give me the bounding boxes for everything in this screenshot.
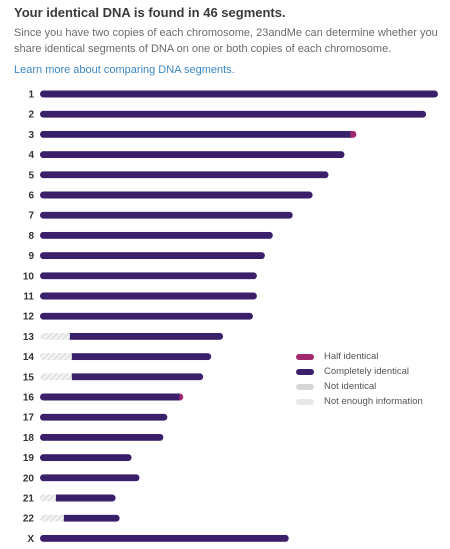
chromosome-label: 11 (23, 292, 34, 303)
segment-completely-identical[interactable] (40, 231, 273, 239)
chromosome-row-16: 16 (23, 393, 184, 404)
legend-label: Not identical (324, 381, 377, 392)
learn-more-link[interactable]: Learn more about comparing DNA segments. (14, 64, 235, 76)
chromosome-row-14: 14 (23, 352, 212, 363)
legend-swatch-not-enough-information (296, 398, 314, 405)
chromosome-label: 10 (23, 271, 35, 282)
segment-not-enough-information[interactable] (40, 353, 73, 361)
segment-completely-identical[interactable] (40, 454, 132, 462)
chromosome-row-20: 20 (23, 473, 140, 484)
chromosome-label: 3 (28, 130, 34, 141)
segment-completely-identical[interactable] (40, 252, 265, 260)
segment-completely-identical[interactable] (63, 514, 120, 522)
segment-completely-identical[interactable] (40, 110, 427, 118)
chromosome-label: 15 (23, 372, 35, 383)
segment-completely-identical[interactable] (40, 534, 289, 542)
chromosome-label: 6 (28, 191, 34, 202)
chromosome-row-9: 9 (28, 251, 265, 262)
chromosome-label: 13 (23, 332, 35, 343)
segment-completely-identical[interactable] (40, 292, 257, 300)
legend-item-completely-identical: Completely identical (296, 364, 423, 379)
legend-label: Completely identical (324, 366, 410, 377)
chromosome-row-11: 11 (23, 292, 257, 303)
chromosome-label: 5 (28, 170, 34, 181)
chromosome-label: 8 (28, 231, 34, 242)
chromosome-label: 4 (28, 150, 34, 161)
chromosome-row-15: 15 (23, 372, 204, 383)
chromosome-row-13: 13 (23, 332, 224, 343)
chromosome-row-3: 3 (28, 130, 357, 141)
segment-not-enough-information[interactable] (40, 373, 73, 381)
page-title: Your identical DNA is found in 46 segmen… (14, 5, 286, 20)
segment-completely-identical[interactable] (40, 433, 164, 441)
segment-completely-identical[interactable] (71, 373, 204, 381)
chromosome-label: 16 (23, 393, 35, 404)
chromosome-row-7: 7 (28, 211, 293, 222)
chromosome-label: X (27, 534, 34, 545)
segment-completely-identical[interactable] (40, 474, 140, 482)
chromosome-label: 7 (28, 211, 34, 222)
chromosome-row-12: 12 (23, 312, 253, 323)
chromosome-label: 9 (28, 251, 34, 262)
legend-swatch-not-identical (296, 383, 314, 390)
chromosome-row-4: 4 (28, 150, 345, 161)
legend-label: Not enough information (324, 396, 423, 407)
chromosome-row-18: 18 (23, 433, 164, 444)
segment-completely-identical[interactable] (40, 393, 180, 401)
legend-item-not-identical: Not identical (296, 379, 423, 394)
chromosome-row-22: 22 (23, 514, 120, 525)
chromosome-label: 21 (23, 494, 35, 505)
chromosome-row-21: 21 (23, 494, 116, 505)
chromosome-row-10: 10 (23, 271, 257, 282)
legend: Half identical Completely identical Not … (296, 349, 423, 409)
chromosome-row-2: 2 (28, 110, 427, 121)
segment-half-identical[interactable] (179, 393, 184, 401)
chromosome-label: 12 (23, 312, 35, 323)
legend-item-not-enough-information: Not enough information (296, 394, 423, 409)
segment-completely-identical[interactable] (40, 211, 293, 219)
segment-half-identical[interactable] (350, 130, 357, 138)
chromosome-label: 20 (23, 473, 35, 484)
segment-completely-identical[interactable] (69, 332, 224, 340)
chromosome-row-x: X (27, 534, 289, 545)
legend-label: Half identical (324, 351, 379, 362)
segment-completely-identical[interactable] (55, 494, 116, 502)
segment-completely-identical[interactable] (40, 130, 351, 138)
description-text: Since you have two copies of each chromo… (14, 27, 438, 55)
chromosome-label: 19 (23, 453, 35, 464)
chromosome-row-5: 5 (28, 170, 329, 181)
chromosome-row-17: 17 (23, 413, 168, 424)
chromosome-label: 1 (28, 90, 34, 101)
segment-completely-identical[interactable] (40, 312, 253, 320)
chromosome-label: 14 (23, 352, 35, 363)
chromosome-label: 18 (23, 433, 35, 444)
chromosome-row-6: 6 (28, 191, 313, 202)
legend-swatch-half-identical (296, 353, 314, 360)
chromosome-label: 22 (23, 514, 35, 525)
segment-completely-identical[interactable] (40, 151, 345, 159)
segment-not-enough-information[interactable] (40, 514, 65, 522)
segment-completely-identical[interactable] (40, 171, 329, 179)
segment-not-enough-information[interactable] (40, 494, 57, 502)
legend-item-half-identical: Half identical (296, 349, 423, 364)
segment-completely-identical[interactable] (40, 413, 168, 421)
segment-completely-identical[interactable] (40, 90, 439, 98)
segment-completely-identical[interactable] (40, 191, 313, 199)
segment-completely-identical[interactable] (71, 353, 212, 361)
chromosome-row-1: 1 (28, 90, 438, 101)
chromosome-label: 17 (23, 413, 35, 424)
legend-swatch-completely-identical (296, 368, 314, 375)
segment-not-enough-information[interactable] (40, 332, 71, 340)
chromosome-label: 2 (28, 110, 34, 121)
chromosome-row-8: 8 (28, 231, 273, 242)
segment-completely-identical[interactable] (40, 272, 257, 280)
chromosome-row-19: 19 (23, 453, 132, 464)
